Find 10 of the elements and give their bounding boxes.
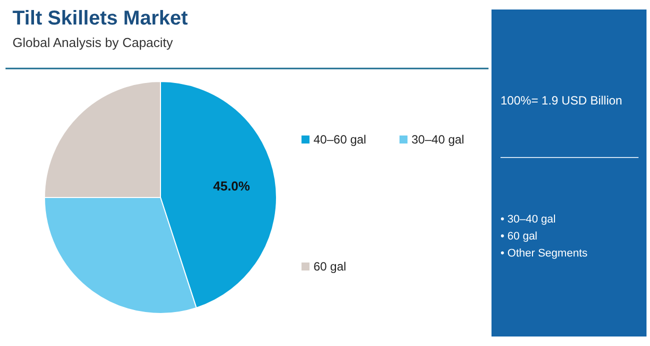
chart-subtitle: Global Analysis by Capacity xyxy=(12,35,174,50)
chart-title: Tilt Skillets Market xyxy=(12,8,188,30)
text: • 30–40 gal xyxy=(500,214,556,226)
text: • 60 gal xyxy=(500,230,538,242)
legend-label: 40–60 gal xyxy=(314,132,366,146)
text: 100%= 1.9 USD Billion xyxy=(500,94,622,108)
legend-label: 30–40 gal xyxy=(412,132,464,146)
legend-label: 60 gal xyxy=(314,260,346,274)
text: • Other Segments xyxy=(500,248,588,260)
data-label: 45.0% xyxy=(213,178,250,194)
